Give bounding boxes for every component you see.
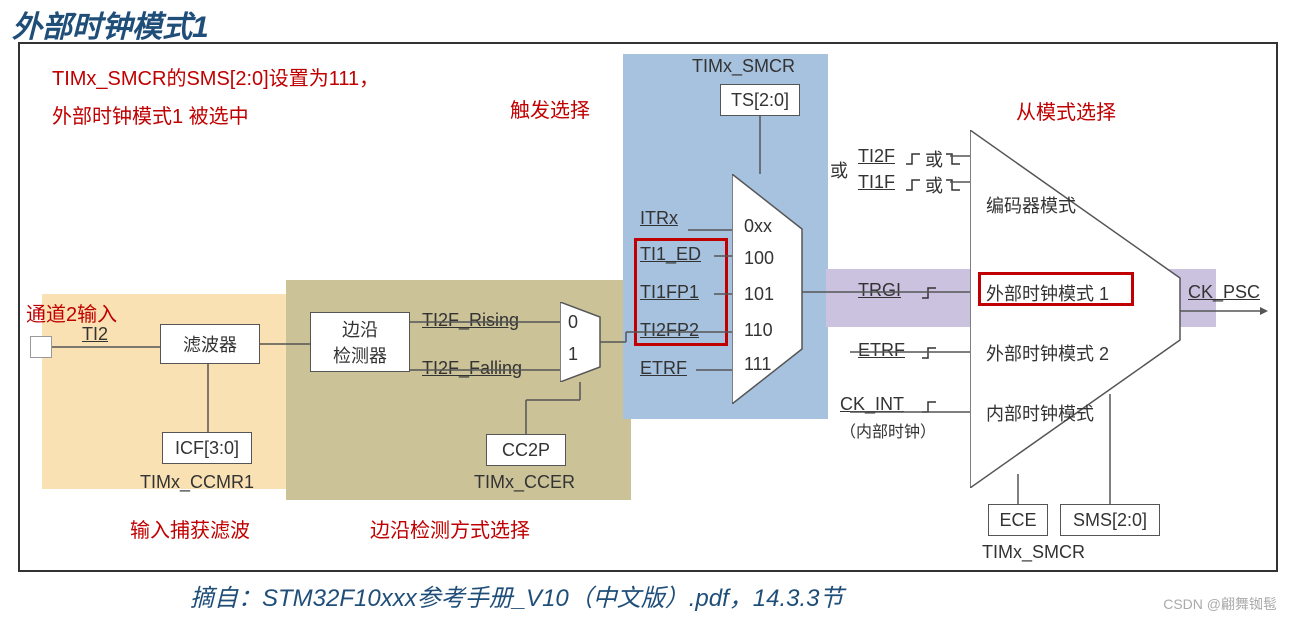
mux01-1: 1 xyxy=(568,344,578,365)
note-ch2in: 通道2输入 xyxy=(26,298,117,327)
mux-111: 111 xyxy=(744,354,771,375)
note-trigsel: 触发选择 xyxy=(510,94,590,123)
or3-label: 或 xyxy=(925,172,943,198)
or-label: 或 xyxy=(830,157,848,183)
etrf-edge-icon xyxy=(922,346,938,360)
page-title: 外部时钟模式1 xyxy=(12,2,209,46)
ckpsc-arrow xyxy=(1180,306,1270,316)
falling-label: TI2F_Falling xyxy=(422,358,522,379)
edge-box: 边沿 检测器 xyxy=(310,312,410,372)
edge-icon-1 xyxy=(906,152,922,166)
itrx-label: ITRx xyxy=(640,208,678,229)
trgi-label: TRGI xyxy=(858,280,901,301)
mux-101: 101 xyxy=(744,284,774,305)
ckpsc-label: CK_PSC xyxy=(1188,282,1260,303)
trgi-edge-icon xyxy=(922,286,938,300)
ckint-label: CK_INT xyxy=(840,394,904,415)
redbox-ext1 xyxy=(978,272,1134,306)
edge-icon-2 xyxy=(946,152,962,166)
watermark: CSDN @翩舞铷髢 xyxy=(1163,594,1277,614)
slave-mux xyxy=(970,130,1200,488)
note-edgesel: 边沿检测方式选择 xyxy=(370,514,530,543)
ti2f-label: TI2F xyxy=(858,146,895,167)
mux01-0: 0 xyxy=(568,312,578,333)
ext2-label: 外部时钟模式 2 xyxy=(986,340,1109,366)
ccer-label: TIMx_CCER xyxy=(474,472,575,493)
note-capfilter: 输入捕获滤波 xyxy=(130,514,250,543)
note-line2: 外部时钟模式1 被选中 xyxy=(52,100,249,129)
mux-0xx: 0xx xyxy=(744,216,772,237)
cc2p-box: CC2P xyxy=(486,434,566,466)
footer-text: 摘自：STM32F10xxx参考手册_V10（中文版）.pdf，14.3.3节 xyxy=(190,578,844,613)
etrf-label: ETRF xyxy=(640,358,687,379)
diagram-frame: TIMx_SMCR的SMS[2:0]设置为111， 外部时钟模式1 被选中 触发… xyxy=(18,42,1278,572)
ti1f-label: TI1F xyxy=(858,172,895,193)
redbox-mux-inputs xyxy=(634,238,728,346)
ts-box: TS[2:0] xyxy=(720,84,800,116)
edge-l2: 检测器 xyxy=(333,342,387,368)
smcr-bot-label: TIMx_SMCR xyxy=(982,542,1085,563)
smcr-top-label: TIMx_SMCR xyxy=(692,56,795,77)
ccmr1-label: TIMx_CCMR1 xyxy=(140,472,254,493)
edge-icon-3 xyxy=(906,178,922,192)
rising-label: TI2F_Rising xyxy=(422,310,519,331)
ece-box: ECE xyxy=(988,504,1048,536)
ti2-label: TI2 xyxy=(82,324,108,345)
note-slavesel: 从模式选择 xyxy=(1016,96,1116,125)
ckint-edge-icon xyxy=(922,400,938,414)
note-line1: TIMx_SMCR的SMS[2:0]设置为111， xyxy=(52,62,379,91)
edge-icon-4 xyxy=(946,178,962,192)
ckint-sub-label: （内部时钟） xyxy=(840,418,936,442)
encoder-label: 编码器模式 xyxy=(986,192,1076,218)
or2-label: 或 xyxy=(925,146,943,172)
mux-110: 110 xyxy=(744,320,773,341)
intclk-label: 内部时钟模式 xyxy=(986,400,1094,426)
edge-l1: 边沿 xyxy=(333,316,387,342)
filter-box: 滤波器 xyxy=(160,324,260,364)
etrf2-label: ETRF xyxy=(858,340,905,361)
mux-100: 100 xyxy=(744,248,774,269)
sms-box: SMS[2:0] xyxy=(1060,504,1160,536)
input-pin xyxy=(30,336,52,358)
icf-box: ICF[3:0] xyxy=(162,432,252,464)
